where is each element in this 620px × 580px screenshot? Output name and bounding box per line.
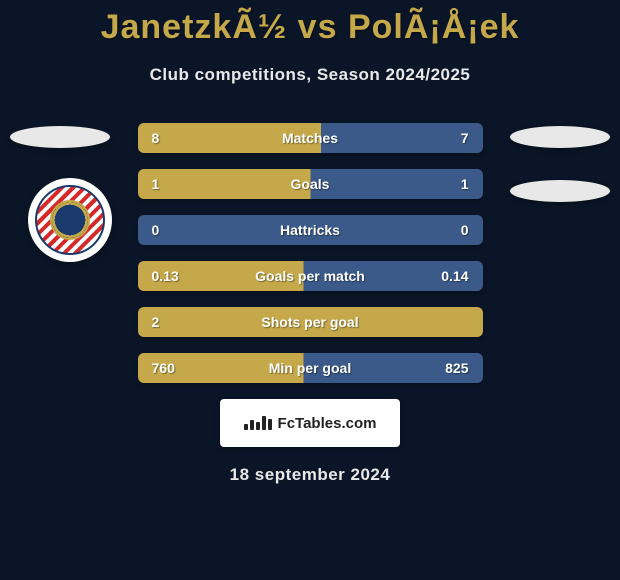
stat-label: Shots per goal [138, 314, 483, 330]
stat-row-hattricks: 0 Hattricks 0 [138, 215, 483, 245]
branding-text: FcTables.com [278, 415, 377, 432]
stat-left-value: 760 [152, 360, 175, 376]
stat-left-value: 8 [152, 130, 160, 146]
player-left-photo-placeholder [10, 126, 110, 148]
stat-left-value: 1 [152, 176, 160, 192]
stat-label: Min per goal [138, 360, 483, 376]
stat-label: Goals per match [138, 268, 483, 284]
club-left-crest [28, 178, 112, 262]
stat-label: Goals [138, 176, 483, 192]
stat-row-min-per-goal: 760 Min per goal 825 [138, 353, 483, 383]
stat-row-goals-per-match: 0.13 Goals per match 0.14 [138, 261, 483, 291]
stat-row-goals: 1 Goals 1 [138, 169, 483, 199]
stat-row-matches: 8 Matches 7 [138, 123, 483, 153]
stat-left-value: 2 [152, 314, 160, 330]
page-subtitle: Club competitions, Season 2024/2025 [0, 65, 620, 85]
footer-date: 18 september 2024 [0, 465, 620, 485]
stat-right-value: 0.14 [441, 268, 468, 284]
stat-row-shots-per-goal: 2 Shots per goal [138, 307, 483, 337]
stat-right-value: 1 [461, 176, 469, 192]
stat-right-value: 0 [461, 222, 469, 238]
club-right-placeholder [510, 180, 610, 202]
player-right-photo-placeholder [510, 126, 610, 148]
stat-left-value: 0.13 [152, 268, 179, 284]
stat-right-value: 825 [445, 360, 468, 376]
page-title: JanetzkÃ½ vs PolÃ¡Å¡ek [0, 0, 620, 47]
stat-right-value: 7 [461, 130, 469, 146]
stats-table: 8 Matches 7 1 Goals 1 0 Hattricks 0 0.13… [138, 123, 483, 383]
stat-label: Hattricks [138, 222, 483, 238]
stat-left-value: 0 [152, 222, 160, 238]
branding-badge[interactable]: FcTables.com [220, 399, 400, 447]
bar-chart-icon [244, 416, 272, 430]
stat-label: Matches [138, 130, 483, 146]
